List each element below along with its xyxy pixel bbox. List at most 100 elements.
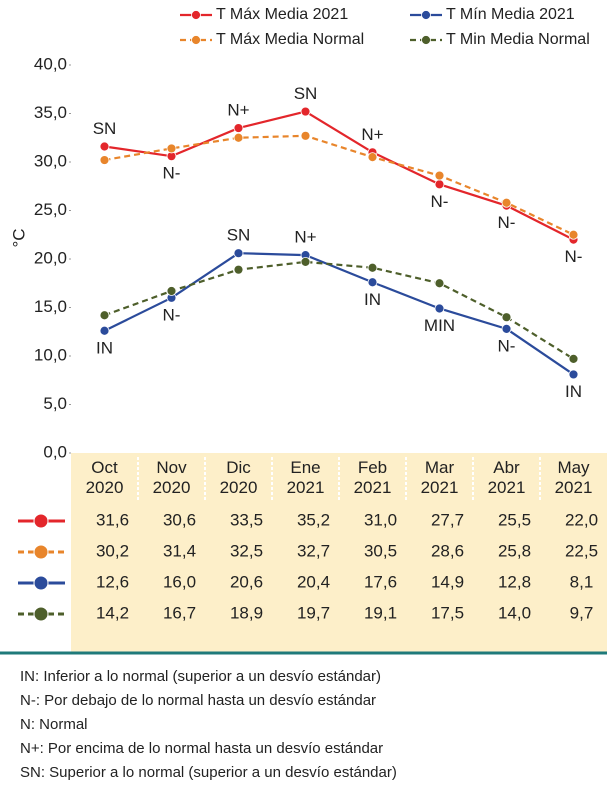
point-marker (501, 312, 512, 323)
legend-marker (191, 10, 201, 20)
legend-label: T Mín Media 2021 (446, 6, 575, 23)
legend-marker (191, 35, 201, 45)
point-marker (367, 277, 378, 288)
point-marker (166, 143, 177, 154)
point-marker (99, 325, 110, 336)
footnote: N-: Por debajo de lo normal hasta un des… (20, 692, 376, 709)
point-marker (99, 155, 110, 165)
table-value: 27,7 (431, 510, 464, 529)
table-value: 12,6 (96, 572, 129, 591)
table-value: 31,4 (163, 541, 196, 560)
table-value: 14,0 (498, 603, 531, 622)
point-annotation: N- (431, 192, 449, 211)
point-annotation: N- (163, 164, 181, 183)
legend-marker (421, 35, 431, 45)
table-value: 16,7 (163, 603, 196, 622)
category-label: Oct 2020 (85, 458, 124, 497)
y-tick-label: 35,0 (34, 103, 67, 122)
row-legend-marker (33, 606, 49, 622)
point-marker (233, 264, 244, 275)
point-annotation: N+ (294, 228, 316, 247)
row-legend-marker (33, 544, 49, 560)
series-line (104, 252, 575, 376)
row-legend-marker (33, 575, 49, 591)
table-value: 32,5 (230, 541, 263, 560)
point-marker (568, 229, 579, 240)
point-annotation: N- (498, 213, 516, 232)
point-annotation: N- (163, 305, 181, 324)
category-label: Ene 2021 (286, 458, 325, 497)
category-label: Mar 2021 (420, 458, 459, 497)
legend-label: T Min Media Normal (446, 31, 590, 48)
table-value: 14,9 (431, 572, 464, 591)
point-marker (166, 286, 177, 296)
point-annotation: IN (565, 382, 582, 401)
y-axis-label: °C (9, 228, 28, 247)
table-value: 25,8 (498, 541, 531, 560)
table-value: 17,5 (431, 603, 464, 622)
table-value: 18,9 (230, 603, 263, 622)
table-value: 12,8 (498, 572, 531, 591)
point-annotation: N- (498, 336, 516, 355)
y-tick-label: 30,0 (34, 151, 67, 170)
category-label: Nov 2020 (152, 458, 191, 497)
table-value: 22,0 (565, 510, 598, 529)
table-value: 32,7 (297, 541, 330, 560)
series-line (104, 260, 575, 360)
footnote: N+: Por encima de lo normal hasta un des… (20, 740, 383, 757)
series-line (104, 134, 574, 236)
point-annotation: IN (364, 290, 381, 309)
table-value: 31,6 (96, 510, 129, 529)
table-value: 30,6 (163, 510, 196, 529)
point-marker (367, 262, 378, 273)
table-background (71, 453, 607, 652)
table-value: 30,5 (364, 541, 397, 560)
category-label: May 2021 (554, 458, 593, 497)
table-value: 9,7 (570, 603, 594, 622)
table-value: 25,5 (498, 510, 531, 529)
footnote: SN: Superior a lo normal (superior a un … (20, 764, 397, 781)
row-legend-marker (33, 513, 49, 529)
point-marker (434, 179, 445, 190)
point-marker (568, 369, 579, 380)
y-tick-label: 40,0 (34, 54, 67, 73)
point-annotation: SN (93, 119, 117, 138)
y-tick-label: 20,0 (34, 248, 67, 267)
point-marker (233, 248, 244, 259)
table-value: 22,5 (565, 541, 598, 560)
point-annotation: N- (565, 247, 583, 266)
table-value: 14,2 (96, 603, 129, 622)
point-annotation: SN (294, 84, 318, 103)
y-tick-label: 15,0 (34, 297, 67, 316)
legend-label: T Máx Media 2021 (216, 6, 348, 23)
point-marker (434, 278, 445, 289)
table-value: 19,7 (297, 603, 330, 622)
point-marker (300, 257, 311, 267)
table-value: 30,2 (96, 541, 129, 560)
category-label: Dic 2020 (219, 458, 258, 497)
table-value: 33,5 (230, 510, 263, 529)
footnote: N: Normal (20, 716, 88, 733)
point-marker (434, 170, 445, 181)
table-value: 16,0 (163, 572, 196, 591)
point-marker (501, 197, 512, 208)
y-tick-label: 25,0 (34, 200, 67, 219)
point-marker (434, 303, 445, 314)
table-value: 31,0 (364, 510, 397, 529)
point-marker (99, 310, 110, 321)
point-marker (568, 354, 579, 364)
table-value: 20,4 (297, 572, 330, 591)
legend-marker (421, 10, 431, 20)
table-value: 35,2 (297, 510, 330, 529)
point-marker (99, 141, 110, 152)
category-label: Feb 2021 (353, 458, 392, 497)
point-marker (300, 130, 311, 141)
y-tick-label: 0,0 (43, 442, 67, 461)
point-annotation: N+ (227, 101, 249, 120)
point-marker (300, 106, 311, 117)
point-annotation: SN (227, 226, 251, 245)
table-value: 28,6 (431, 541, 464, 560)
point-marker (233, 123, 244, 133)
